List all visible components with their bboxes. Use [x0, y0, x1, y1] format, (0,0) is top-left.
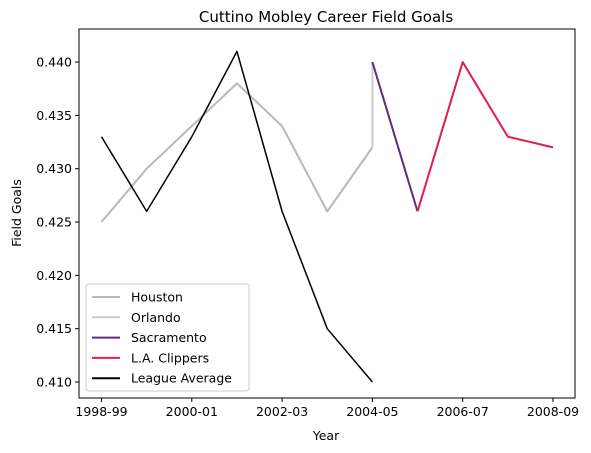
series-line-league-average — [100, 50, 373, 383]
y-tick-label: 0.425 — [36, 215, 72, 230]
y-tick-label: 0.410 — [36, 375, 72, 390]
y-axis-title: Field Goals — [9, 179, 24, 247]
x-tick-label: 2000-01 — [166, 404, 218, 419]
series-line-houston — [100, 82, 374, 223]
x-tick-label: 2008-09 — [527, 404, 579, 419]
chart-title: Cuttino Mobley Career Field Goals — [199, 8, 453, 26]
legend: Houston Orlando Sacramento L.A. Clippers Lea… — [85, 283, 250, 392]
x-tick-label: 2006-07 — [437, 404, 489, 419]
x-tick-label: 2002-03 — [256, 404, 308, 419]
legend-label-l-a-clippers: L.A. Clippers — [131, 350, 209, 365]
series-line-sacramento — [371, 61, 419, 212]
legend-label-orlando: Orlando — [131, 310, 181, 325]
y-tick-label: 0.420 — [36, 268, 72, 283]
y-tick-label: 0.430 — [36, 161, 72, 176]
plot-lines — [100, 50, 554, 383]
legend-label-sacramento: Sacramento — [131, 330, 207, 345]
y-axis: 0.410 0.415 0.420 0.425 0.430 0.435 0.440 — [36, 55, 79, 390]
legend-label-houston: Houston — [131, 290, 183, 305]
x-tick-label: 2004-05 — [346, 404, 398, 419]
y-tick-label: 0.435 — [36, 108, 72, 123]
y-tick-label: 0.415 — [36, 321, 72, 336]
x-tick-label: 1998-99 — [75, 404, 127, 419]
y-tick-label: 0.440 — [36, 55, 72, 70]
legend-box — [85, 283, 250, 392]
x-axis: 1998-99 2000-01 2002-03 2004-05 2006-07 2008-… — [75, 398, 579, 419]
plot-frame — [78, 28, 576, 399]
legend-label-league-average: League Average — [131, 371, 232, 386]
x-axis-title: Year — [312, 428, 340, 443]
series-line-l-a-clippers — [416, 61, 554, 212]
